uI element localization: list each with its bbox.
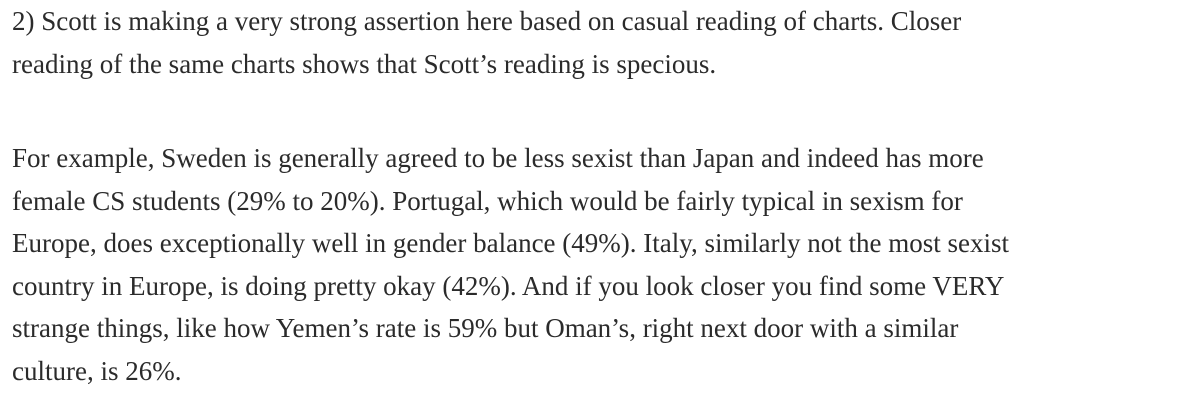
text-line: strange things, like how Yemen’s rate is… bbox=[12, 313, 959, 343]
text-line: reading of the same charts shows that Sc… bbox=[12, 48, 717, 79]
paragraph: 2) Scott is making a very strong asserti… bbox=[12, 0, 1200, 85]
text-line: culture, is 26%. bbox=[12, 355, 182, 386]
text-line: female CS students (29% to 20%). Portuga… bbox=[12, 185, 963, 216]
text-line: Europe, does exceptionally well in gende… bbox=[12, 228, 1009, 258]
paragraph: For example, Sweden is generally agreed … bbox=[12, 137, 1200, 392]
text-line: 2) Scott is making a very strong asserti… bbox=[12, 6, 962, 36]
text-line: For example, Sweden is generally agreed … bbox=[12, 143, 984, 173]
text-line: country in Europe, is doing pretty okay … bbox=[12, 270, 1005, 301]
